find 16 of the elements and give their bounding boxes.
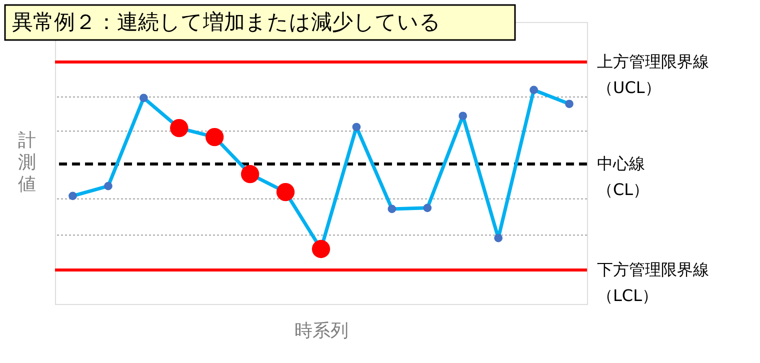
ref-line-label: 上方管理限界線（UCL） (597, 52, 709, 97)
point (565, 100, 574, 108)
y-axis-title: 計測値 (18, 130, 36, 195)
point (423, 204, 432, 212)
point (68, 192, 77, 200)
chart-title: 異常例２：連続して増加または減少している (12, 10, 441, 34)
point (494, 234, 503, 242)
point (530, 86, 538, 94)
x-axis-title: 時系列 (294, 320, 348, 342)
point (139, 94, 148, 102)
ref-line-label: 下方管理限界線（LCL） (597, 260, 709, 305)
point (388, 204, 396, 214)
point (104, 182, 112, 190)
ref-line-label: 中心線（CL） (597, 154, 650, 200)
point (352, 122, 361, 132)
point (458, 112, 468, 120)
